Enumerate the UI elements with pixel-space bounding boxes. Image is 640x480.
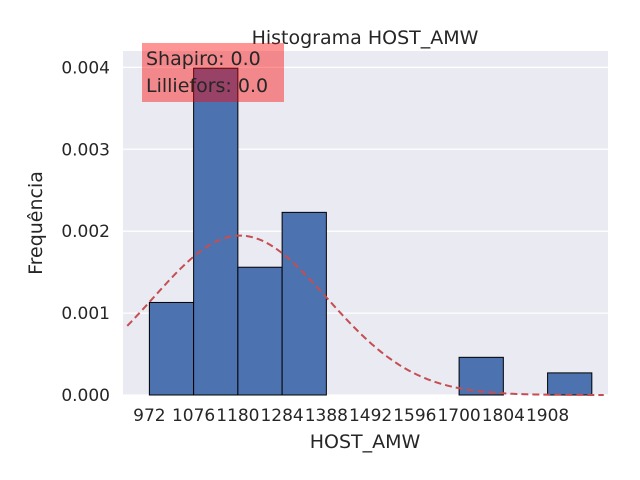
x-tick-label: 1388 <box>305 406 348 426</box>
x-tick-label: 1596 <box>393 406 436 426</box>
annotation-lilliefors: Lilliefors: 0.0 <box>146 75 268 97</box>
x-tick-label: 1180 <box>216 406 259 426</box>
x-tick-label: 1284 <box>260 406 303 426</box>
y-axis-ticks: 0.000 0.001 0.002 0.003 0.004 <box>61 58 110 406</box>
x-tick-label: 1804 <box>482 406 525 426</box>
histogram-bar <box>237 266 283 396</box>
y-tick-label: 0.003 <box>61 140 110 160</box>
x-tick-label: 1492 <box>349 406 392 426</box>
y-tick-label: 0.002 <box>61 222 110 242</box>
y-tick-label: 0.001 <box>61 304 110 324</box>
x-axis-ticks: 972 1076 1180 1284 1388 1492 1596 1700 1804 1908 <box>133 406 569 426</box>
histogram-bar <box>547 372 593 396</box>
x-tick-label: 1908 <box>526 406 569 426</box>
histogram-bar <box>148 301 195 396</box>
stats-annotation: Shapiro: 0.0 Lilliefors: 0.0 <box>142 43 284 102</box>
y-axis-label: Frequência <box>25 171 47 275</box>
normal-fit-curve <box>126 234 604 396</box>
histogram-bars <box>148 67 593 396</box>
x-axis-label: HOST_AMW <box>310 431 421 453</box>
histogram-bar <box>281 211 327 396</box>
x-tick-label: 972 <box>133 406 165 426</box>
x-tick-label: 1700 <box>437 406 480 426</box>
y-tick-label: 0.000 <box>61 386 110 406</box>
annotation-box <box>142 43 284 102</box>
histogram-bar <box>458 356 504 396</box>
x-tick-label: 1076 <box>172 406 215 426</box>
histogram-bar <box>193 67 239 396</box>
annotation-shapiro: Shapiro: 0.0 <box>146 48 261 70</box>
chart-title: Histograma HOST_AMW <box>252 27 479 49</box>
y-tick-label: 0.004 <box>61 58 110 78</box>
